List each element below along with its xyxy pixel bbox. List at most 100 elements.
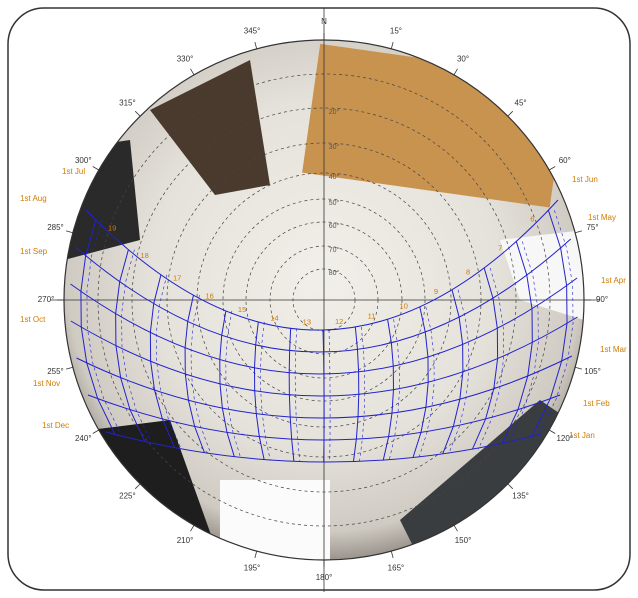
azimuth-label: 60° bbox=[559, 156, 571, 165]
altitude-label: 60° bbox=[329, 222, 340, 230]
hour-label: 10 bbox=[400, 302, 408, 311]
altitude-label: 30° bbox=[329, 143, 340, 151]
azimuth-tick bbox=[575, 230, 583, 234]
hour-line bbox=[288, 328, 295, 462]
azimuth-label: 180° bbox=[316, 573, 333, 582]
hour-line bbox=[531, 210, 568, 437]
analemma-dash bbox=[507, 241, 539, 444]
hour-line bbox=[115, 249, 146, 442]
azimuth-tick bbox=[65, 230, 73, 234]
month-label: 1st Apr bbox=[601, 276, 626, 285]
azimuth-tick bbox=[453, 68, 458, 76]
azimuth-label: 330° bbox=[177, 54, 194, 63]
azimuth-tick bbox=[453, 524, 458, 532]
hour-line bbox=[352, 326, 360, 462]
azimuth-label: 45° bbox=[515, 99, 527, 108]
analemma-dash bbox=[359, 326, 366, 462]
month-label: 1st Jan bbox=[569, 431, 595, 440]
month-label: 1st Nov bbox=[33, 379, 60, 388]
azimuth-tick bbox=[507, 110, 514, 117]
altitude-label: 70° bbox=[329, 246, 340, 254]
azimuth-tick bbox=[134, 483, 141, 490]
hour-line bbox=[322, 329, 325, 463]
month-label: 1st Sep bbox=[20, 247, 48, 256]
hour-line bbox=[442, 289, 464, 455]
month-label: 1st Mar bbox=[600, 345, 627, 354]
month-label: 1st Oct bbox=[20, 315, 46, 324]
azimuth-tick bbox=[92, 166, 100, 171]
azimuth-tick bbox=[390, 551, 394, 559]
analemma-dash bbox=[190, 295, 211, 453]
azimuth-label: 255° bbox=[47, 367, 64, 376]
analemma-dash bbox=[121, 249, 152, 442]
azimuth-label: 225° bbox=[119, 492, 136, 501]
azimuth-tick bbox=[92, 429, 100, 434]
azimuth-tick bbox=[548, 429, 556, 434]
azimuth-label: 105° bbox=[584, 367, 601, 376]
analemma-dash bbox=[328, 329, 331, 463]
altitude-label: 20° bbox=[329, 108, 340, 116]
azimuth-label: 195° bbox=[244, 564, 261, 573]
analemma-dash bbox=[294, 328, 301, 462]
hour-line bbox=[219, 310, 235, 457]
analemma-dash bbox=[225, 310, 241, 457]
hour-line bbox=[80, 219, 116, 435]
hour-label: 17 bbox=[173, 274, 181, 283]
hour-label: 9 bbox=[434, 287, 438, 296]
hour-label: 13 bbox=[303, 318, 311, 327]
month-label: 1st May bbox=[588, 213, 616, 222]
hour-label: 7 bbox=[498, 243, 502, 252]
azimuth-tick bbox=[548, 166, 556, 171]
month-label: 1st Jul bbox=[62, 167, 85, 176]
altitude-circle bbox=[292, 268, 356, 332]
hour-label: 11 bbox=[368, 312, 376, 321]
azimuth-label: 315° bbox=[119, 99, 136, 108]
analemma-dash bbox=[86, 219, 122, 435]
azimuth-label: 150° bbox=[455, 536, 472, 545]
hour-label: 8 bbox=[466, 267, 470, 276]
month-label: 1st Jun bbox=[572, 175, 598, 184]
azimuth-label: 75° bbox=[586, 223, 598, 232]
azimuth-tick bbox=[507, 483, 514, 490]
hour-line bbox=[472, 267, 499, 450]
hour-label: 6 bbox=[530, 214, 534, 223]
azimuth-tick bbox=[65, 366, 73, 370]
sun-path-curve bbox=[105, 431, 541, 463]
analemma-dash bbox=[537, 210, 574, 437]
azimuth-tick bbox=[390, 41, 394, 49]
altitude-label: 80° bbox=[329, 269, 340, 277]
hour-line bbox=[412, 306, 429, 458]
hour-label: 19 bbox=[108, 223, 116, 232]
hour-label: 16 bbox=[205, 292, 213, 301]
azimuth-label: 165° bbox=[388, 564, 405, 573]
azimuth-label: 345° bbox=[244, 27, 261, 36]
analemma-dash bbox=[156, 274, 181, 448]
analemma-dash bbox=[260, 321, 271, 460]
hour-line bbox=[149, 274, 176, 448]
azimuth-label: 240° bbox=[75, 434, 92, 443]
azimuth-tick bbox=[254, 551, 258, 559]
azimuth-label: 90° bbox=[596, 295, 608, 304]
hour-line bbox=[253, 321, 265, 460]
month-label: 1st Dec bbox=[42, 421, 69, 430]
azimuth-label: N bbox=[321, 17, 327, 26]
hour-label: 15 bbox=[238, 305, 246, 314]
hour-label: 12 bbox=[335, 317, 343, 326]
azimuth-label: 300° bbox=[75, 156, 92, 165]
azimuth-label: 270° bbox=[38, 295, 55, 304]
altitude-circle bbox=[131, 107, 517, 493]
hour-label: 14 bbox=[270, 314, 278, 323]
azimuth-tick bbox=[254, 41, 258, 49]
month-label: 1st Feb bbox=[583, 399, 610, 408]
hour-line bbox=[501, 241, 533, 444]
azimuth-label: 120° bbox=[556, 434, 573, 443]
analemma-dash bbox=[448, 289, 470, 454]
altitude-label: 40° bbox=[329, 173, 340, 181]
azimuth-tick bbox=[575, 366, 583, 370]
azimuth-label: 210° bbox=[177, 536, 194, 545]
azimuth-label: 135° bbox=[512, 492, 529, 501]
azimuth-label: 30° bbox=[457, 54, 469, 63]
azimuth-tick bbox=[190, 524, 195, 532]
altitude-circle bbox=[97, 73, 551, 527]
